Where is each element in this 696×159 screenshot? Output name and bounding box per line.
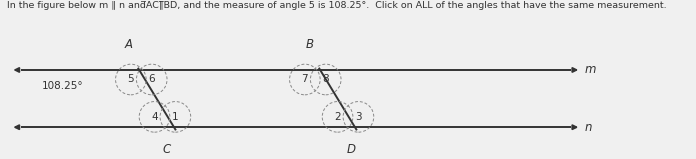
- Text: 4: 4: [151, 112, 158, 122]
- Text: 8: 8: [322, 75, 329, 84]
- Text: 3: 3: [355, 112, 362, 122]
- Text: 6: 6: [148, 75, 155, 84]
- Text: 1: 1: [172, 112, 179, 122]
- Text: n: n: [585, 121, 592, 134]
- Text: 2: 2: [334, 112, 341, 122]
- Text: 108.25°: 108.25°: [42, 81, 84, 91]
- Text: B: B: [306, 38, 314, 51]
- Text: In the figure below m ∥ n and̅AC∥̅BD, and the measure of angle 5 is 108.25°.  Cl: In the figure below m ∥ n and̅AC∥̅BD, an…: [7, 1, 667, 10]
- Text: 5: 5: [127, 75, 134, 84]
- Text: D: D: [347, 143, 356, 156]
- Text: 7: 7: [301, 75, 308, 84]
- Text: A: A: [125, 38, 133, 51]
- Text: m: m: [585, 63, 596, 76]
- Text: C: C: [163, 143, 171, 156]
